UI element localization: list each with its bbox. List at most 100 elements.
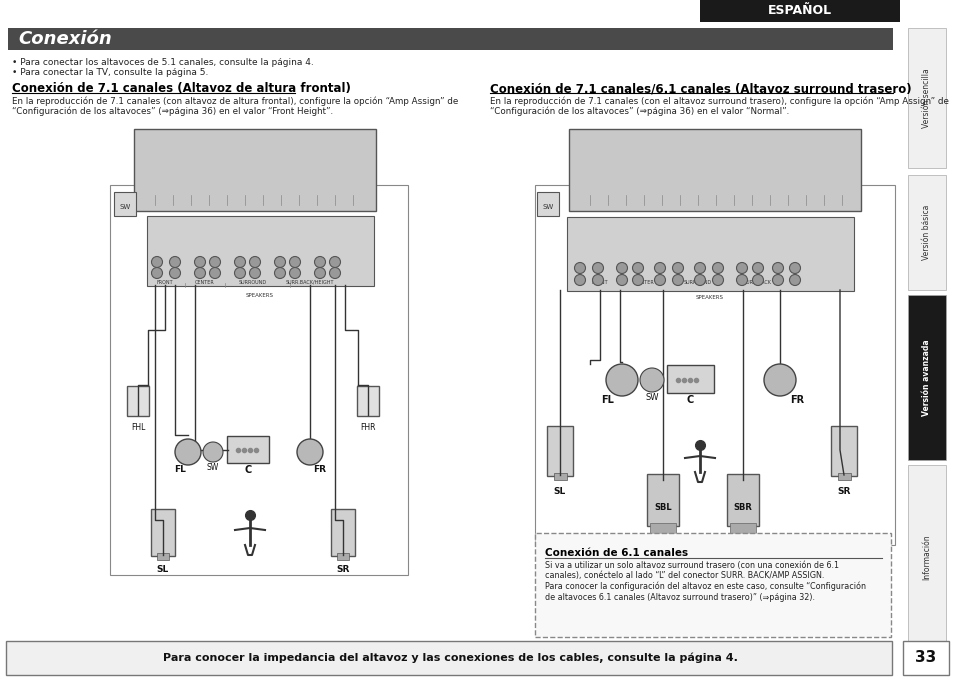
Text: SURR.BACK: SURR.BACK — [743, 280, 771, 285]
Circle shape — [234, 268, 245, 279]
FancyBboxPatch shape — [726, 474, 759, 526]
Text: En la reproducción de 7.1 canales (con el altavoz surround trasero), configure l: En la reproducción de 7.1 canales (con e… — [490, 96, 948, 116]
FancyBboxPatch shape — [133, 129, 375, 211]
Text: C: C — [685, 395, 693, 405]
Circle shape — [170, 257, 180, 268]
Circle shape — [616, 274, 627, 285]
Text: • Para conectar la TV, consulte la página 5.: • Para conectar la TV, consulte la págin… — [12, 68, 208, 77]
FancyBboxPatch shape — [331, 509, 355, 556]
Text: ESPAÑOL: ESPAÑOL — [767, 5, 831, 18]
FancyBboxPatch shape — [147, 216, 374, 286]
Text: C: C — [244, 465, 252, 475]
Circle shape — [170, 268, 180, 279]
Circle shape — [752, 262, 762, 274]
Text: SPEAKERS: SPEAKERS — [246, 293, 274, 298]
Circle shape — [250, 257, 260, 268]
Text: En la reproducción de 7.1 canales (con altavoz de altura frontal), configure la : En la reproducción de 7.1 canales (con a… — [12, 96, 457, 116]
Circle shape — [210, 268, 220, 279]
Bar — [649, 523, 676, 533]
Circle shape — [329, 268, 340, 279]
Text: Versión avanzada: Versión avanzada — [922, 339, 930, 416]
Text: SPEAKERS: SPEAKERS — [696, 295, 723, 300]
Text: FHR: FHR — [360, 424, 375, 432]
Circle shape — [789, 262, 800, 274]
Circle shape — [152, 257, 162, 268]
Circle shape — [174, 439, 201, 465]
Text: SBL: SBL — [654, 503, 671, 513]
FancyBboxPatch shape — [830, 426, 856, 476]
Circle shape — [274, 268, 285, 279]
FancyBboxPatch shape — [907, 465, 945, 650]
Circle shape — [296, 439, 323, 465]
Circle shape — [592, 262, 603, 274]
FancyBboxPatch shape — [537, 192, 558, 216]
Text: SW: SW — [644, 392, 659, 402]
Text: FL: FL — [601, 395, 614, 405]
Text: FHL: FHL — [131, 424, 145, 432]
FancyBboxPatch shape — [907, 295, 945, 460]
FancyBboxPatch shape — [113, 192, 136, 216]
Bar — [554, 473, 566, 480]
Bar — [837, 473, 850, 480]
Circle shape — [250, 268, 260, 279]
FancyBboxPatch shape — [907, 28, 945, 168]
Text: SR: SR — [837, 488, 850, 496]
Text: Conexión: Conexión — [18, 30, 112, 48]
Text: SBR: SBR — [733, 503, 752, 513]
Text: FRONT: FRONT — [156, 280, 173, 285]
Text: SURR.BACK/HEIGHT: SURR.BACK/HEIGHT — [286, 280, 334, 285]
Circle shape — [752, 274, 762, 285]
Circle shape — [736, 262, 747, 274]
Circle shape — [763, 364, 795, 396]
FancyBboxPatch shape — [666, 365, 713, 393]
Text: FL: FL — [173, 466, 186, 475]
Circle shape — [712, 262, 722, 274]
FancyBboxPatch shape — [907, 175, 945, 290]
Circle shape — [234, 257, 245, 268]
Circle shape — [274, 257, 285, 268]
Text: SW: SW — [542, 204, 553, 210]
Circle shape — [632, 262, 643, 274]
Circle shape — [672, 274, 682, 285]
FancyBboxPatch shape — [227, 436, 269, 463]
Circle shape — [736, 274, 747, 285]
Circle shape — [616, 262, 627, 274]
Circle shape — [672, 262, 682, 274]
Circle shape — [152, 268, 162, 279]
Text: FR: FR — [789, 395, 803, 405]
FancyBboxPatch shape — [356, 386, 378, 416]
Text: • Para conectar los altavoces de 5.1 canales, consulte la página 4.: • Para conectar los altavoces de 5.1 can… — [12, 58, 314, 67]
Circle shape — [329, 257, 340, 268]
Text: Conexión de 6.1 canales: Conexión de 6.1 canales — [544, 548, 687, 558]
FancyBboxPatch shape — [902, 641, 948, 675]
FancyBboxPatch shape — [535, 533, 890, 637]
Text: 33: 33 — [915, 650, 936, 665]
Circle shape — [605, 364, 638, 396]
FancyBboxPatch shape — [700, 0, 899, 22]
Text: Conexión de 7.1 canales/6.1 canales (Altavoz surround trasero): Conexión de 7.1 canales/6.1 canales (Alt… — [490, 82, 911, 95]
Text: SW: SW — [207, 464, 219, 473]
Circle shape — [194, 257, 205, 268]
FancyBboxPatch shape — [8, 28, 892, 50]
Text: SL: SL — [554, 488, 565, 496]
FancyBboxPatch shape — [151, 509, 174, 556]
Text: Versión sencilla: Versión sencilla — [922, 68, 930, 128]
Circle shape — [694, 274, 705, 285]
Text: CENTER: CENTER — [195, 280, 214, 285]
FancyBboxPatch shape — [6, 641, 891, 675]
FancyBboxPatch shape — [566, 217, 853, 291]
Circle shape — [592, 274, 603, 285]
Circle shape — [654, 274, 665, 285]
Circle shape — [210, 257, 220, 268]
Text: SURROUND: SURROUND — [238, 280, 267, 285]
Text: Información: Información — [922, 535, 930, 580]
Text: SURROUND: SURROUND — [683, 280, 711, 285]
Text: SW: SW — [119, 204, 131, 210]
Circle shape — [289, 257, 300, 268]
Text: Si va a utilizar un solo altavoz surround trasero (con una conexión de 6.1
canal: Si va a utilizar un solo altavoz surroun… — [544, 561, 865, 602]
Text: Para conocer la impedancia del altavoz y las conexiones de los cables, consulte : Para conocer la impedancia del altavoz y… — [162, 653, 737, 663]
FancyBboxPatch shape — [646, 474, 679, 526]
Circle shape — [203, 442, 223, 462]
Circle shape — [632, 274, 643, 285]
FancyBboxPatch shape — [110, 185, 408, 575]
